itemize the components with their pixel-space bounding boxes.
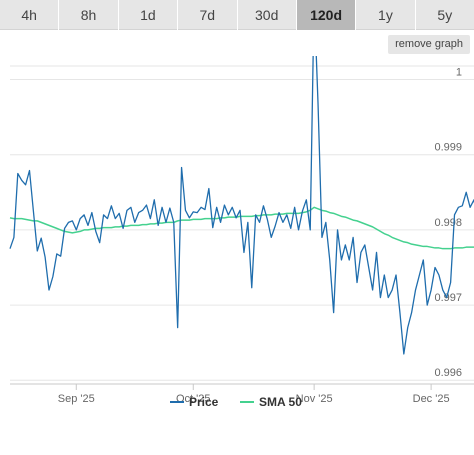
price-series-line [9,56,474,355]
sma-50-series-line [9,206,474,250]
time-range-selector: 4h 8h 1d 7d 30d 120d 1y 5y [0,0,474,30]
range-tab-7d[interactable]: 7d [178,0,238,30]
range-tab-8h[interactable]: 8h [59,0,119,30]
series-lines [9,56,474,355]
y-tick-label: 0.999 [434,142,462,154]
legend-item-sma-50[interactable]: SMA 50 [240,395,302,409]
chart-legend: Price SMA 50 [170,395,302,409]
x-tick-label: Nov '25 [296,393,333,405]
x-tick-label: Dec '25 [413,393,450,405]
legend-item-price[interactable]: Price [170,395,219,409]
remove-graph-button[interactable]: remove graph [388,35,470,54]
y-tick-label: 0.998 [434,217,462,229]
range-tab-5y[interactable]: 5y [437,7,453,23]
legend-label: SMA 50 [259,395,302,409]
range-tab-120d[interactable]: 120d [296,0,357,30]
range-tab-30d[interactable]: 30d [238,0,297,30]
range-tab-4h[interactable]: 4h [0,0,60,30]
grid-lines [10,65,474,381]
y-tick-label: 1 [456,67,462,79]
y-tick-label: 0.997 [434,292,462,304]
y-tick-label: 0.996 [434,367,462,379]
x-tick-label: Oct '25 [176,393,211,405]
range-tab-1y[interactable]: 1y [356,0,416,30]
x-axis: Sep '25 Oct '25 Nov '25 Dec '25 [10,383,474,405]
y-axis-labels: 0.996 0.997 0.998 0.999 1 [434,67,462,380]
legend-label: Price [189,395,219,409]
range-tab-1d[interactable]: 1d [119,0,179,30]
price-chart: 0.996 0.997 0.998 0.999 1 Sep '25 Oct '25 Nov … [9,56,474,409]
x-tick-label: Sep '25 [58,393,95,405]
